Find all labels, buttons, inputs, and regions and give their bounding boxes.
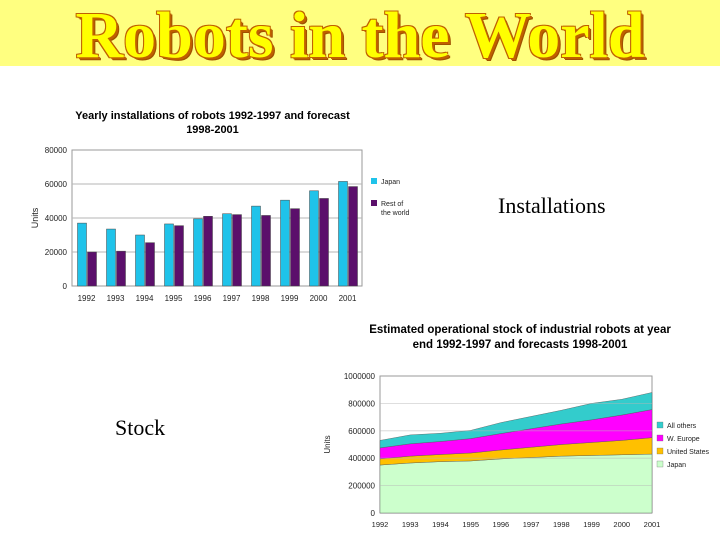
installations-xtick-label: 1999: [281, 294, 299, 303]
installations-bar: [77, 222, 87, 287]
installations-bar: [193, 218, 203, 287]
installations-bar: [348, 186, 358, 287]
stock-legend-label: All others: [667, 423, 697, 430]
installations-bar: [135, 234, 145, 287]
stock-legend-swatch: [656, 460, 664, 468]
installations-legend-swatch: [371, 200, 377, 206]
installations-ytick-label: 40000: [45, 214, 68, 223]
installations-xtick-label: 1998: [252, 294, 270, 303]
installations-ytick-label: 60000: [45, 180, 68, 189]
installations-bar: [203, 216, 213, 287]
stock-xtick-label: 1997: [523, 520, 540, 529]
installations-xtick-label: 2001: [339, 294, 357, 303]
installations-bar: [116, 250, 126, 287]
stock-xtick-label: 2001: [644, 520, 661, 529]
installations-bar: [309, 190, 319, 287]
stock-ytick-label: 0: [371, 509, 376, 518]
installations-xtick-label: 1994: [136, 294, 154, 303]
stock-legend-swatch: [656, 421, 664, 429]
slide-title: Robots in the World: [75, 0, 645, 72]
installations-xtick-label: 1997: [223, 294, 241, 303]
installations-bar: [174, 225, 184, 287]
stock-xtick-label: 1992: [372, 520, 389, 529]
stock-caption: Stock: [115, 415, 166, 440]
installations-legend-label: the world: [381, 210, 410, 217]
stock-chart-title: Estimated operational stock of industria…: [350, 323, 690, 353]
installations-bar: [280, 199, 290, 287]
stock-xtick-label: 1998: [553, 520, 570, 529]
stock-ytick-label: 1000000: [344, 372, 376, 381]
installations-bar: [87, 251, 97, 287]
installations-xtick-label: 1993: [107, 294, 125, 303]
installations-legend-swatch: [371, 178, 377, 184]
stock-ytick-label: 600000: [348, 427, 375, 436]
stock-ytick-label: 800000: [348, 399, 375, 408]
stock-xtick-label: 1993: [402, 520, 419, 529]
stock-ytick-label: 400000: [348, 454, 375, 463]
stock-legend-label: W. Europe: [667, 436, 700, 443]
stock-legend-swatch: [656, 447, 664, 455]
installations-legend-label: Rest of: [381, 201, 403, 208]
installations-ytick-label: 80000: [45, 146, 68, 155]
installations-bar: [232, 214, 242, 287]
stock-chart-title-line2: end 1992-1997 and forecasts 1998-2001: [412, 339, 628, 351]
installations-bar: [319, 198, 329, 287]
installations-ytick-label: 20000: [45, 248, 68, 257]
installations-xtick-label: 1996: [194, 294, 212, 303]
installations-bar: [222, 213, 232, 287]
stock-ytick-label: 200000: [348, 482, 375, 491]
installations-legend-label: Japan: [381, 179, 400, 186]
stock-xtick-label: 1994: [432, 520, 449, 529]
stock-legend-swatch: [656, 434, 664, 442]
installations-xtick-label: 1992: [78, 294, 96, 303]
installations-xtick-label: 2000: [310, 294, 328, 303]
stock-area-all-others: [379, 392, 653, 449]
stock-area-japan: [379, 453, 653, 514]
installations-bar: [290, 208, 300, 287]
installations-ytick-label: 0: [63, 282, 68, 291]
installations-xtick-label: 1995: [165, 294, 183, 303]
stock-legend-label: Japan: [667, 462, 686, 469]
installations-bar: [251, 205, 261, 287]
stock-xtick-label: 1996: [493, 520, 510, 529]
installations-bar: [164, 223, 174, 287]
installations-chart-title-line1: Yearly installations of robots 1992-1997…: [75, 110, 350, 122]
installations-chart-title-line2: 1998-2001: [186, 124, 239, 136]
installations-caption: Installations: [498, 193, 606, 218]
title-bar: [0, 0, 720, 66]
stock-yaxis-label: Units: [323, 435, 332, 453]
stock-xtick-label: 2000: [613, 520, 630, 529]
installations-bar: [145, 242, 155, 287]
stock-chart-title-line1: Estimated operational stock of industria…: [369, 324, 671, 336]
installations-chart-title: Yearly installations of robots 1992-1997…: [40, 109, 385, 137]
installations-bar: [338, 181, 348, 287]
stock-xtick-label: 1995: [462, 520, 479, 529]
installations-yaxis-label: Units: [30, 207, 40, 228]
installations-bar: [106, 228, 116, 287]
stock-legend-label: United States: [667, 449, 710, 456]
installations-bar: [261, 215, 271, 287]
stock-xtick-label: 1999: [583, 520, 600, 529]
